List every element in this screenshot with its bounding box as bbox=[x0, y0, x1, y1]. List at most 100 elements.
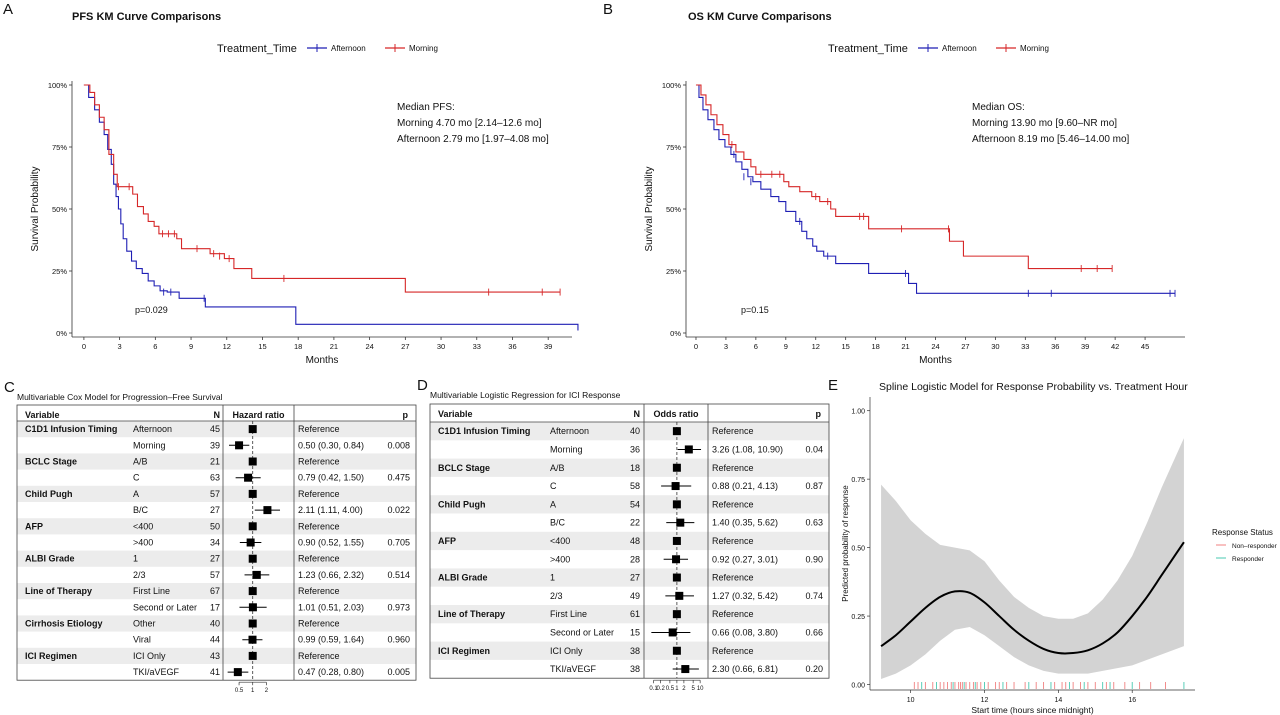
legend-label-morning: Morning bbox=[1020, 44, 1049, 53]
header-variable: Variable bbox=[25, 410, 60, 420]
estimate-text: 1.40 (0.35, 5.62) bbox=[712, 518, 778, 528]
y-tick-label: 50% bbox=[52, 205, 67, 214]
header-p: p bbox=[816, 409, 822, 419]
x-tick-label: 10 bbox=[907, 697, 915, 704]
variable-level: Afternoon bbox=[133, 424, 172, 434]
p-value-text: 0.514 bbox=[387, 570, 410, 580]
p-value-text: 0.960 bbox=[387, 635, 410, 645]
estimate-text: Reference bbox=[298, 619, 340, 629]
estimate-text: 3.26 (1.08, 10.90) bbox=[712, 444, 783, 454]
estimate-text: 0.50 (0.30, 0.84) bbox=[298, 440, 364, 450]
variable-level: >400 bbox=[550, 554, 570, 564]
estimate-text: 0.79 (0.42, 1.50) bbox=[298, 473, 364, 483]
estimate-square bbox=[675, 591, 684, 600]
variable-name: AFP bbox=[438, 536, 456, 546]
confidence-band bbox=[881, 438, 1184, 680]
variable-name: ICI Regimen bbox=[25, 651, 77, 661]
estimate-text: 1.27 (0.32, 5.42) bbox=[712, 591, 778, 601]
estimate-square bbox=[248, 554, 257, 563]
p-value-text: 0.005 bbox=[387, 667, 410, 677]
estimate-text: Reference bbox=[298, 521, 340, 531]
x-tick-label: 27 bbox=[401, 342, 409, 351]
n-value: 50 bbox=[210, 521, 220, 531]
estimate-square bbox=[676, 518, 685, 527]
variable-level: >400 bbox=[133, 538, 153, 548]
n-value: 49 bbox=[630, 591, 640, 601]
x-tick-label: 12 bbox=[223, 342, 231, 351]
header-p: p bbox=[403, 410, 409, 420]
panel-title: Multivariable Cox Model for Progression–… bbox=[17, 392, 223, 402]
estimate-text: 2.30 (0.66, 6.81) bbox=[712, 664, 778, 674]
p-value-text: 0.475 bbox=[387, 473, 410, 483]
n-value: 38 bbox=[630, 646, 640, 656]
variable-level: Second or Later bbox=[550, 627, 614, 637]
variable-name: BCLC Stage bbox=[438, 463, 490, 473]
estimate-square bbox=[668, 628, 677, 637]
estimate-square bbox=[263, 506, 272, 515]
panel-e: E Spline Logistic Model for Response Prob… bbox=[828, 377, 1278, 715]
n-value: 38 bbox=[630, 664, 640, 674]
panel-title: PFS KM Curve Comparisons bbox=[72, 11, 221, 23]
y-axis-label: Predicted probability of response bbox=[841, 485, 850, 602]
x-tick-label: 27 bbox=[961, 342, 969, 351]
header-variable: Variable bbox=[438, 409, 473, 419]
n-value: 48 bbox=[630, 536, 640, 546]
x-tick-label: 16 bbox=[1128, 697, 1136, 704]
estimate-square bbox=[672, 646, 681, 655]
panel-a: A PFS KM Curve Comparisons Treatment_Time A… bbox=[3, 1, 579, 366]
variable-name: C1D1 Infusion Timing bbox=[438, 426, 530, 436]
n-value: 27 bbox=[630, 573, 640, 583]
ratio-tick-label: 2 bbox=[682, 686, 686, 692]
variable-level: Morning bbox=[133, 440, 166, 450]
x-tick-label: 0 bbox=[82, 342, 86, 351]
variable-name: C1D1 Infusion Timing bbox=[25, 424, 117, 434]
y-tick-label: 1.00 bbox=[851, 409, 865, 416]
n-value: 21 bbox=[210, 457, 220, 467]
km-curve-morning bbox=[695, 84, 1113, 270]
variable-level: <400 bbox=[550, 536, 570, 546]
x-tick-label: 9 bbox=[784, 342, 788, 351]
x-tick-label: 15 bbox=[258, 342, 266, 351]
panel-title: Multivariable Logistic Regression for IC… bbox=[430, 390, 621, 400]
median-annotation-line: Morning 4.70 mo [2.14–12.6 mo] bbox=[397, 118, 542, 129]
n-value: 34 bbox=[210, 538, 220, 548]
x-tick-label: 14 bbox=[1054, 697, 1062, 704]
table-row-shade bbox=[430, 458, 829, 477]
median-annotation-line: Morning 13.90 mo [9.60–NR mo] bbox=[972, 118, 1117, 129]
x-tick-label: 12 bbox=[812, 342, 820, 351]
panel-letter: C bbox=[4, 379, 15, 396]
n-value: 18 bbox=[630, 463, 640, 473]
estimate-text: 1.01 (0.51, 2.03) bbox=[298, 602, 364, 612]
estimate-square bbox=[672, 610, 681, 619]
legend-title: Treatment_Time bbox=[217, 43, 297, 55]
estimate-square bbox=[248, 603, 257, 612]
x-tick-label: 24 bbox=[365, 342, 373, 351]
ratio-tick-label: 10 bbox=[697, 686, 704, 692]
estimate-text: 0.90 (0.52, 1.55) bbox=[298, 538, 364, 548]
legend-label-responder: Responder bbox=[1232, 556, 1265, 563]
n-value: 57 bbox=[210, 570, 220, 580]
estimate-square bbox=[681, 665, 690, 674]
variable-level: ICI Only bbox=[133, 651, 166, 661]
variable-level: TKI/aVEGF bbox=[133, 667, 180, 677]
variable-level: Afternoon bbox=[550, 426, 589, 436]
estimate-square bbox=[248, 457, 257, 466]
estimate-square bbox=[671, 482, 680, 491]
variable-name: BCLC Stage bbox=[25, 457, 77, 467]
variable-name: Cirrhosis Etiology bbox=[25, 619, 103, 629]
p-value-text: 0.973 bbox=[387, 602, 410, 612]
panel-letter: A bbox=[3, 1, 13, 18]
median-annotation-line: Afternoon 8.19 mo [5.46–14.00 mo] bbox=[972, 134, 1130, 145]
estimate-text: 2.11 (1.11, 4.00) bbox=[298, 505, 363, 515]
table-row-shade bbox=[17, 647, 416, 664]
estimate-square bbox=[233, 668, 242, 677]
y-tick-label: 50% bbox=[666, 205, 681, 214]
estimate-square bbox=[248, 635, 257, 644]
n-value: 39 bbox=[210, 440, 220, 450]
estimate-text: Reference bbox=[712, 463, 754, 473]
n-value: 61 bbox=[630, 609, 640, 619]
p-value-text: 0.04 bbox=[805, 444, 823, 454]
ratio-tick-label: 0.5 bbox=[666, 686, 675, 692]
ratio-tick-label: 0.2 bbox=[656, 686, 665, 692]
